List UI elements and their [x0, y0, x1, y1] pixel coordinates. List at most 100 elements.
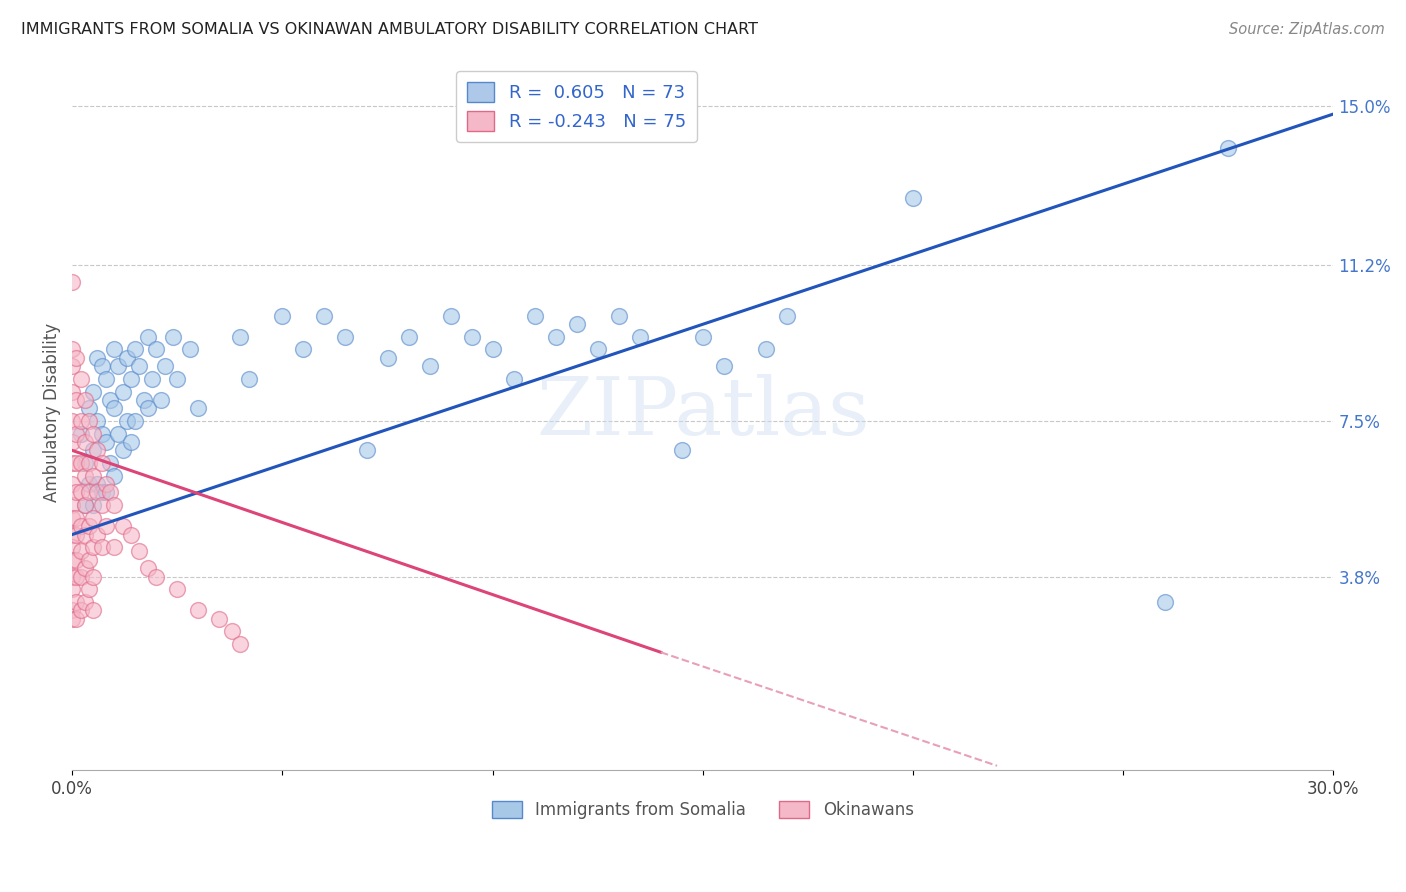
Point [90, 498, 112, 512]
Point [60, 384, 83, 399]
Point [238, 372, 260, 386]
Point [77, 477, 100, 491]
Point [77, 553, 100, 567]
Point [86, 443, 108, 458]
Point [82, 443, 104, 458]
Point [94, 485, 117, 500]
Point [208, 612, 231, 626]
Point [60, 275, 83, 289]
Point [111, 384, 134, 399]
Point [73, 435, 96, 450]
Point [115, 351, 138, 365]
Point [82, 426, 104, 441]
Point [115, 414, 138, 428]
Point [73, 468, 96, 483]
Point [124, 414, 146, 428]
Point [69, 485, 91, 500]
Point [77, 519, 100, 533]
Point [60, 435, 83, 450]
Point [141, 372, 163, 386]
Y-axis label: Ambulatory Disability: Ambulatory Disability [44, 323, 60, 502]
Point [107, 426, 129, 441]
Point [60, 582, 83, 597]
Point [124, 343, 146, 357]
Point [229, 330, 252, 344]
Point [145, 343, 167, 357]
Point [82, 603, 104, 617]
Point [586, 343, 609, 357]
Text: ZIPatlas: ZIPatlas [536, 374, 869, 451]
Point [439, 309, 461, 323]
Point [73, 561, 96, 575]
Point [77, 414, 100, 428]
Point [65, 392, 87, 407]
Point [82, 384, 104, 399]
Point [149, 392, 172, 407]
Point [544, 330, 567, 344]
Point [136, 401, 159, 416]
Point [607, 309, 630, 323]
Point [628, 330, 651, 344]
Point [103, 401, 125, 416]
Point [901, 191, 924, 205]
Point [69, 426, 91, 441]
Point [120, 435, 142, 450]
Point [90, 359, 112, 374]
Point [90, 485, 112, 500]
Point [162, 330, 184, 344]
Point [60, 343, 83, 357]
Point [94, 519, 117, 533]
Point [1154, 595, 1177, 609]
Point [713, 359, 735, 374]
Point [565, 318, 588, 332]
Point [69, 544, 91, 558]
Point [356, 443, 378, 458]
Point [111, 519, 134, 533]
Point [82, 569, 104, 583]
Point [90, 540, 112, 554]
Point [86, 527, 108, 541]
Text: IMMIGRANTS FROM SOMALIA VS OKINAWAN AMBULATORY DISABILITY CORRELATION CHART: IMMIGRANTS FROM SOMALIA VS OKINAWAN AMBU… [21, 22, 758, 37]
Point [77, 456, 100, 470]
Point [65, 527, 87, 541]
Point [65, 595, 87, 609]
Point [69, 414, 91, 428]
Point [65, 569, 87, 583]
Point [65, 351, 87, 365]
Point [271, 309, 294, 323]
Point [69, 569, 91, 583]
Point [377, 351, 399, 365]
Point [73, 498, 96, 512]
Point [103, 498, 125, 512]
Point [292, 343, 315, 357]
Point [314, 309, 336, 323]
Point [77, 582, 100, 597]
Point [481, 343, 503, 357]
Point [755, 343, 778, 357]
Point [692, 330, 714, 344]
Point [77, 401, 100, 416]
Point [103, 468, 125, 483]
Point [82, 468, 104, 483]
Point [82, 498, 104, 512]
Point [73, 595, 96, 609]
Point [86, 477, 108, 491]
Point [69, 456, 91, 470]
Point [98, 485, 121, 500]
Point [60, 527, 83, 541]
Point [153, 359, 176, 374]
Point [60, 498, 83, 512]
Point [65, 426, 87, 441]
Point [82, 540, 104, 554]
Point [60, 603, 83, 617]
Point [523, 309, 546, 323]
Point [179, 343, 201, 357]
Point [128, 359, 150, 374]
Point [460, 330, 482, 344]
Point [187, 401, 209, 416]
Point [73, 392, 96, 407]
Point [73, 527, 96, 541]
Point [60, 612, 83, 626]
Point [77, 485, 100, 500]
Point [111, 443, 134, 458]
